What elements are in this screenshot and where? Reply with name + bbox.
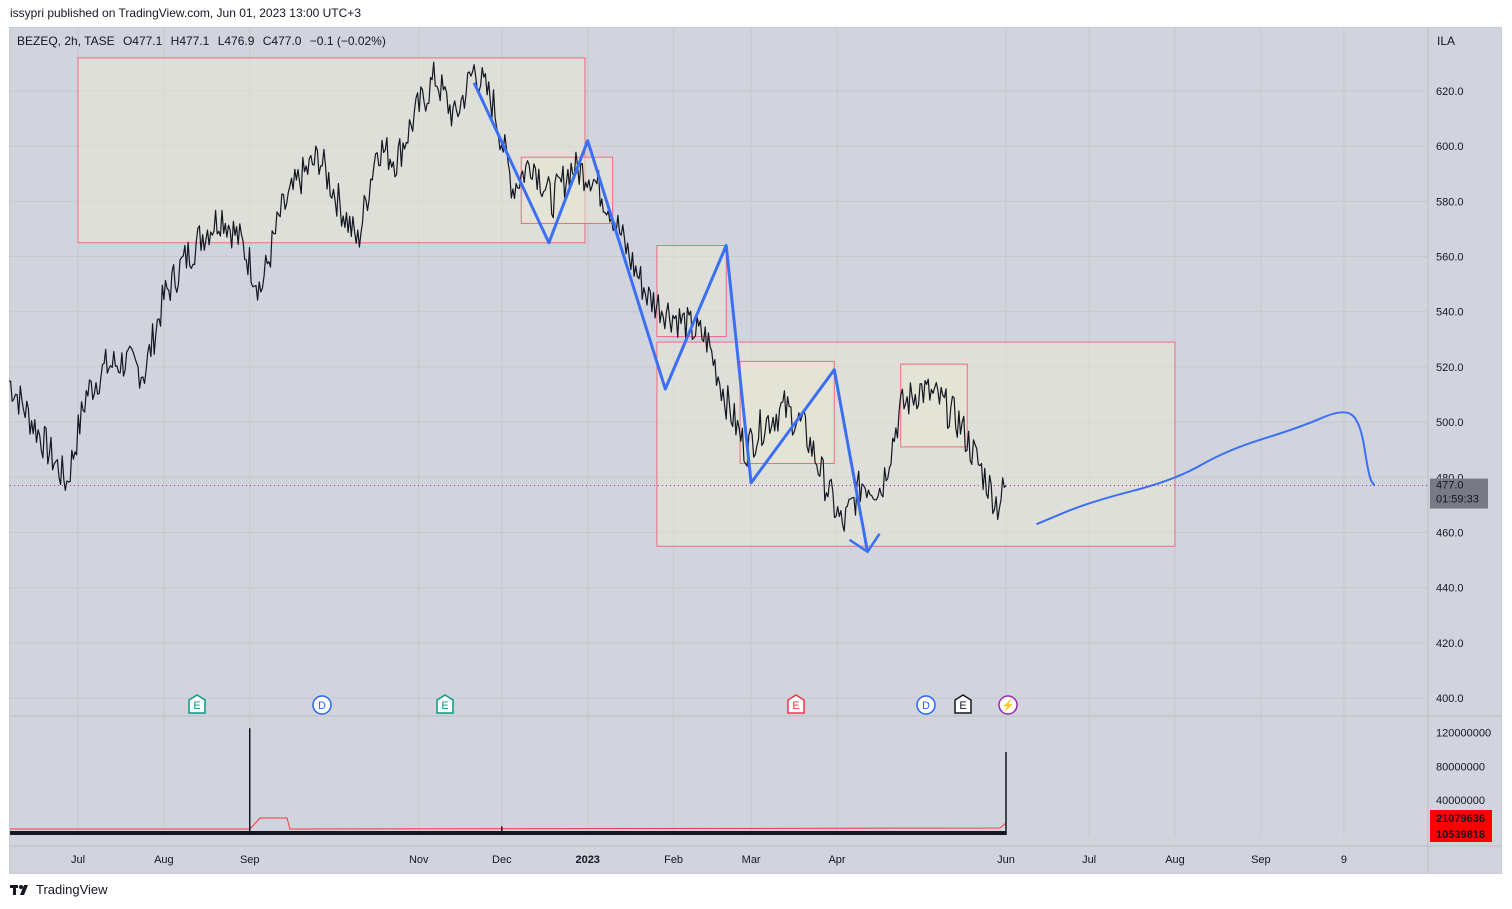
earnings-marker-icon: E	[954, 694, 972, 714]
price-tick-label: 460.0	[1436, 527, 1464, 539]
time-tick-label: Jul	[71, 854, 85, 866]
projection-line	[1036, 411, 1376, 526]
time-tick-label: 9	[1341, 854, 1347, 866]
time-tick-label: Sep	[240, 854, 260, 866]
marker-shape	[312, 695, 332, 715]
volume-badge	[1430, 810, 1492, 842]
volume-pane	[10, 728, 1007, 835]
price-badge	[1430, 478, 1488, 509]
marker-letter: D	[318, 700, 326, 712]
currency-label: ILA	[1437, 34, 1456, 48]
time-tick-label: 2023	[575, 854, 599, 866]
price-tick-label: 540.0	[1436, 307, 1464, 319]
marker-letter: E	[792, 700, 799, 712]
marker-shape	[436, 694, 454, 714]
time-tick-label: Jul	[1082, 854, 1096, 866]
split-marker-icon: ⚡	[998, 695, 1018, 715]
volume-value-label: 21079636	[1436, 813, 1485, 825]
earnings-marker-icon: E	[188, 694, 206, 714]
high-value: H477.1	[170, 34, 210, 48]
marker-shape	[916, 695, 936, 715]
event-markers: E D E E D E ⚡	[188, 694, 1018, 715]
current-price-label: 477.0	[1436, 480, 1464, 492]
price-axis: 620.0600.0580.0560.0540.0520.0500.0480.0…	[1430, 86, 1488, 705]
marker-shape	[998, 695, 1018, 715]
time-tick-label: Mar	[742, 854, 761, 866]
volume-ma-value-label: 10539818	[1436, 829, 1485, 841]
low-value: L476.9	[217, 34, 255, 48]
price-tick-label: 400.0	[1436, 693, 1464, 705]
zigzag-arrowhead	[848, 533, 881, 554]
publisher-line: issypri published on TradingView.com, Ju…	[10, 6, 361, 20]
earnings-marker-icon: E	[787, 694, 805, 714]
marker-shape	[954, 694, 972, 714]
tradingview-logo-icon	[10, 884, 28, 895]
marker-shape	[787, 694, 805, 714]
price-tick-label: 620.0	[1436, 86, 1464, 98]
annotation-rectangles	[77, 57, 1176, 547]
marker-shape	[188, 694, 206, 714]
zigzag-drawing	[472, 82, 881, 554]
marker-letter: ⚡	[1001, 699, 1015, 712]
marker-letter: E	[959, 700, 966, 712]
volume-tick-label: 80000000	[1436, 761, 1485, 773]
earnings-marker-icon: E	[436, 694, 454, 714]
zigzag-line	[472, 82, 869, 553]
countdown-label: 01:59:33	[1436, 494, 1479, 506]
time-tick-label: Aug	[154, 854, 174, 866]
price-tick-label: 600.0	[1436, 141, 1464, 153]
volume-ma-line	[10, 817, 1007, 830]
price-tick-label: 580.0	[1436, 196, 1464, 208]
time-tick-label: Apr	[828, 854, 845, 866]
dividend-marker-icon: D	[312, 695, 332, 715]
price-tick-label: 500.0	[1436, 417, 1464, 429]
footer-brand[interactable]: TradingView	[36, 882, 108, 897]
footer: TradingView	[10, 882, 108, 897]
ohlc-header: BEZEQ, 2h, TASE O477.1 H477.1 L476.9 C47…	[17, 34, 391, 48]
time-axis: Jul Aug Sep Nov Dec 2023 Feb Mar Apr Jun Jul Aug Sep…	[71, 854, 1347, 866]
time-tick-label: Aug	[1165, 854, 1185, 866]
time-tick-label: Jun	[997, 854, 1015, 866]
volume-tick-label: 40000000	[1436, 795, 1485, 807]
price-tick-label: 440.0	[1436, 583, 1464, 595]
marker-letter: E	[441, 700, 448, 712]
symbol-label[interactable]: BEZEQ, 2h, TASE	[17, 34, 115, 48]
volume-axis: 120000000 80000000 40000000 21079636 1053981…	[1430, 727, 1492, 842]
volume-base-bars	[10, 831, 1006, 835]
marker-letter: E	[193, 700, 200, 712]
time-tick-label: Dec	[492, 854, 512, 866]
open-value: O477.1	[122, 34, 163, 48]
price-tick-label: 560.0	[1436, 252, 1464, 264]
dividend-marker-icon: D	[916, 695, 936, 715]
projection-drawing	[1036, 411, 1376, 526]
annotation-rectangle	[77, 57, 586, 244]
price-tick-label: 420.0	[1436, 638, 1464, 650]
close-value: C477.0	[262, 34, 302, 48]
time-tick-label: Nov	[409, 854, 429, 866]
price-tick-label: 520.0	[1436, 362, 1464, 374]
time-tick-label: Sep	[1251, 854, 1271, 866]
time-tick-label: Feb	[664, 854, 683, 866]
annotation-rectangle	[739, 360, 835, 464]
marker-letter: D	[922, 700, 930, 712]
change-value: −0.1 (−0.02%)	[309, 34, 386, 48]
volume-tick-label: 120000000	[1436, 727, 1491, 739]
